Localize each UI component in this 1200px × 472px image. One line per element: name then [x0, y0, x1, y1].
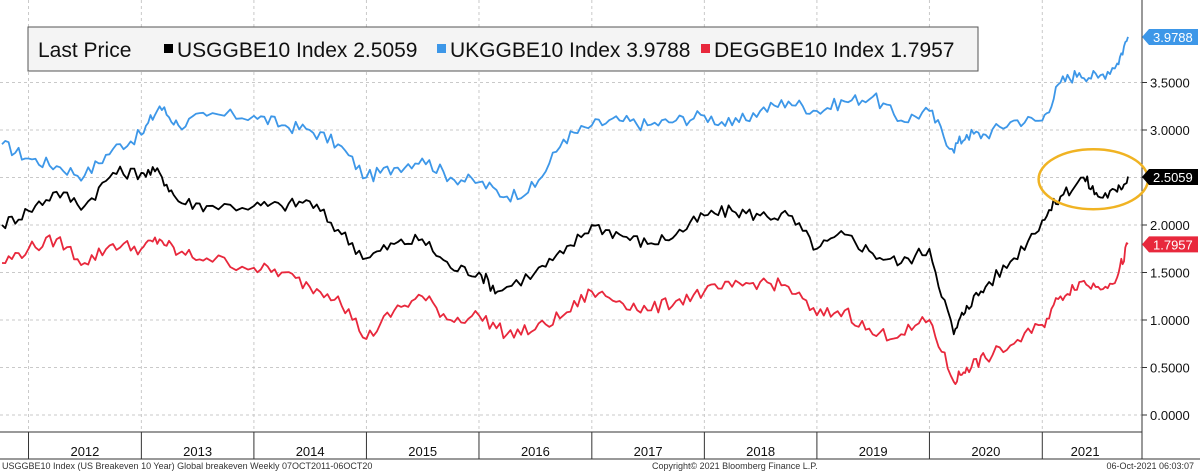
last-value-tag-label: 1.7957: [1153, 237, 1193, 252]
y-tick-label: 0.0000: [1150, 408, 1190, 423]
last-value-tag-label: 2.5059: [1153, 170, 1193, 185]
grid: [0, 0, 1142, 432]
legend-entry-label: USGGBE10 Index 2.5059: [177, 39, 418, 62]
legend-entry-label: DEGGBE10 Index 1.7957: [714, 39, 955, 62]
series-line-ukggbe10: [1, 36, 1129, 203]
y-tick-label: 2.0000: [1150, 218, 1190, 233]
plot-area: [0, 0, 1142, 432]
y-tick-label: 3.0000: [1150, 123, 1190, 138]
legend: Last Price USGGBE10 Index 2.5059 UKGGBE10 …: [27, 26, 979, 72]
footer-description: USGGBE10 Index (US Breakeven 10 Year) Gl…: [2, 461, 373, 471]
series-lines: [1, 36, 1129, 385]
legend-swatch: [164, 44, 173, 53]
last-value-tag: [1142, 168, 1198, 185]
y-tick-label: 1.0000: [1150, 313, 1190, 328]
x-tick-label: 2020: [971, 444, 1000, 459]
legend-swatch: [701, 44, 710, 53]
x-tick-label: 2015: [408, 444, 437, 459]
last-value-tag: [1142, 29, 1198, 46]
x-tick-label: 2012: [70, 444, 99, 459]
legend-entry-label: UKGGBE10 Index 3.9788: [450, 39, 691, 62]
x-tick-label: 2018: [746, 444, 775, 459]
footer-copyright: Copyright© 2021 Bloomberg Finance L.P.: [652, 461, 818, 471]
series-line-usggbe10: [1, 165, 1129, 336]
x-tick-label: 2016: [521, 444, 550, 459]
x-tick-label: 2019: [859, 444, 888, 459]
last-value-tag: [1142, 236, 1198, 253]
legend-title: Last Price: [38, 39, 131, 62]
last-value-tag-label: 3.9788: [1153, 30, 1193, 45]
x-tick-label: 2013: [183, 444, 212, 459]
chart: 0.00000.50001.00001.50002.00002.50003.00…: [0, 0, 1200, 460]
legend-box: [27, 26, 979, 72]
x-tick-label: 2014: [296, 444, 325, 459]
footer-timestamp: 06-Oct-2021 06:03:07: [1106, 461, 1194, 471]
y-tick-label: 1.5000: [1150, 266, 1190, 281]
legend-swatch: [437, 44, 446, 53]
series-line-deggbe10: [1, 234, 1129, 385]
x-tick-label: 2021: [1071, 444, 1100, 459]
y-tick-label: 0.5000: [1150, 361, 1190, 376]
y-tick-label: 3.5000: [1150, 76, 1190, 91]
last-value-tags: 3.9788 2.5059 1.7957: [1142, 29, 1198, 253]
x-tick-label: 2017: [634, 444, 663, 459]
